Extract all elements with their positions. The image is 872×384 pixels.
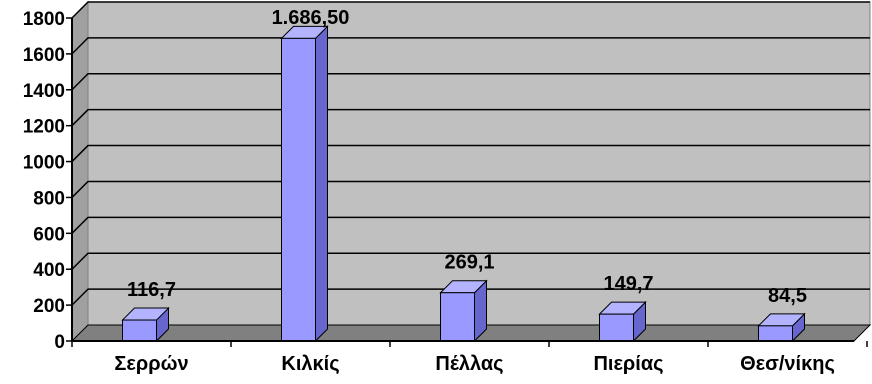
gridline <box>71 1 870 19</box>
category-label: Κιλκίς <box>281 353 339 375</box>
bar <box>757 312 806 343</box>
gridline <box>71 37 870 55</box>
category-label: Θεσ/νίκης <box>740 353 835 375</box>
gridline <box>71 252 870 270</box>
x-axis: Σερρών Κιλκίς Πέλλας Πιερίας Θεσ/νίκης <box>71 340 868 375</box>
bar <box>439 279 488 343</box>
back-wall <box>87 1 871 326</box>
y-axis: 0 200 400 600 800 1000 1200 1400 1600 1800 <box>23 9 73 353</box>
data-label: 1.686,50 <box>272 7 350 29</box>
bar <box>280 25 329 343</box>
bar <box>121 306 170 343</box>
data-label: 116,7 <box>127 279 176 301</box>
y-tick-label: 600 <box>33 224 65 245</box>
data-label: 269,1 <box>444 252 494 274</box>
y-tick-label: 1600 <box>23 45 65 66</box>
y-tick-label: 1200 <box>23 117 65 138</box>
y-tick-label: 1400 <box>23 81 65 102</box>
gridline <box>71 144 870 163</box>
gridline <box>71 288 870 306</box>
bar-front <box>281 37 316 342</box>
y-tick-label: 1800 <box>23 9 65 30</box>
data-label: 84,5 <box>768 285 807 307</box>
category-label: Πιερίας <box>593 353 663 375</box>
y-tick-label: 0 <box>54 332 65 353</box>
y-tick-label: 800 <box>33 188 65 209</box>
bar-front <box>599 313 634 342</box>
left-wall <box>71 0 89 343</box>
category-label: Σερρών <box>114 353 188 375</box>
gridline <box>71 108 870 127</box>
gridline <box>71 73 870 91</box>
y-tick-label: 400 <box>33 260 65 281</box>
bar-front <box>122 319 157 342</box>
category-label: Πέλλας <box>435 353 503 375</box>
data-label: 149,7 <box>603 273 653 295</box>
bars <box>121 25 806 343</box>
bar-side <box>315 25 328 343</box>
bar-front <box>440 292 475 342</box>
data-labels: 116,7 1.686,50 269,1 149,7 84,5 <box>127 7 807 307</box>
gridline <box>71 180 870 198</box>
bar <box>598 300 647 343</box>
gridlines <box>71 1 870 306</box>
gridline <box>71 216 870 234</box>
bar-front <box>758 325 793 342</box>
y-tick-label: 1000 <box>23 153 65 174</box>
y-tick-label: 200 <box>33 296 65 317</box>
